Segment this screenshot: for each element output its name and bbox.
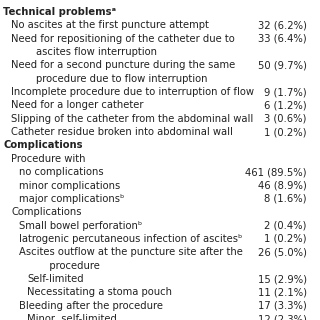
Text: 50 (9.7%): 50 (9.7%): [258, 60, 307, 70]
Text: 6 (1.2%): 6 (1.2%): [264, 100, 307, 110]
Text: 46 (8.9%): 46 (8.9%): [258, 180, 307, 191]
Text: 17 (3.3%): 17 (3.3%): [258, 301, 307, 311]
Text: major complicationsᵇ: major complicationsᵇ: [19, 194, 124, 204]
Text: 12 (2.3%): 12 (2.3%): [258, 314, 307, 320]
Text: 32 (6.2%): 32 (6.2%): [258, 20, 307, 30]
Text: Bleeding after the procedure: Bleeding after the procedure: [19, 301, 163, 311]
Text: Self-limited: Self-limited: [27, 274, 84, 284]
Text: 15 (2.9%): 15 (2.9%): [258, 274, 307, 284]
Text: 8 (1.6%): 8 (1.6%): [264, 194, 307, 204]
Text: 3 (0.6%): 3 (0.6%): [264, 114, 307, 124]
Text: Small bowel perforationᵇ: Small bowel perforationᵇ: [19, 220, 142, 231]
Text: procedure due to flow interruption: procedure due to flow interruption: [11, 74, 208, 84]
Text: ascites flow interruption: ascites flow interruption: [11, 47, 157, 57]
Text: Incomplete procedure due to interruption of flow: Incomplete procedure due to interruption…: [11, 87, 254, 97]
Text: 461 (89.5%): 461 (89.5%): [245, 167, 307, 177]
Text: Complications: Complications: [11, 207, 82, 217]
Text: Minor, self-limited: Minor, self-limited: [27, 314, 117, 320]
Text: 1 (0.2%): 1 (0.2%): [264, 127, 307, 137]
Text: procedure: procedure: [15, 261, 100, 271]
Text: Ascites outflow at the puncture site after the: Ascites outflow at the puncture site aft…: [19, 247, 243, 257]
Text: 33 (6.4%): 33 (6.4%): [258, 34, 307, 44]
Text: minor complications: minor complications: [19, 180, 120, 191]
Text: no complications: no complications: [19, 167, 104, 177]
Text: 11 (2.1%): 11 (2.1%): [258, 287, 307, 297]
Text: Slipping of the catheter from the abdominal wall: Slipping of the catheter from the abdomi…: [11, 114, 253, 124]
Text: 2 (0.4%): 2 (0.4%): [264, 220, 307, 231]
Text: Iatrogenic percutaneous infection of ascitesᵇ: Iatrogenic percutaneous infection of asc…: [19, 234, 242, 244]
Text: 9 (1.7%): 9 (1.7%): [264, 87, 307, 97]
Text: Technical problemsᵃ: Technical problemsᵃ: [3, 7, 116, 17]
Text: Necessitating a stoma pouch: Necessitating a stoma pouch: [27, 287, 172, 297]
Text: Complications: Complications: [3, 140, 83, 150]
Text: Need for a longer catheter: Need for a longer catheter: [11, 100, 144, 110]
Text: No ascites at the first puncture attempt: No ascites at the first puncture attempt: [11, 20, 209, 30]
Text: Procedure with: Procedure with: [11, 154, 85, 164]
Text: 26 (5.0%): 26 (5.0%): [258, 247, 307, 257]
Text: Need for repositioning of the catheter due to: Need for repositioning of the catheter d…: [11, 34, 235, 44]
Text: 1 (0.2%): 1 (0.2%): [264, 234, 307, 244]
Text: Catheter residue broken into abdominal wall: Catheter residue broken into abdominal w…: [11, 127, 233, 137]
Text: Need for a second puncture during the same: Need for a second puncture during the sa…: [11, 60, 235, 70]
